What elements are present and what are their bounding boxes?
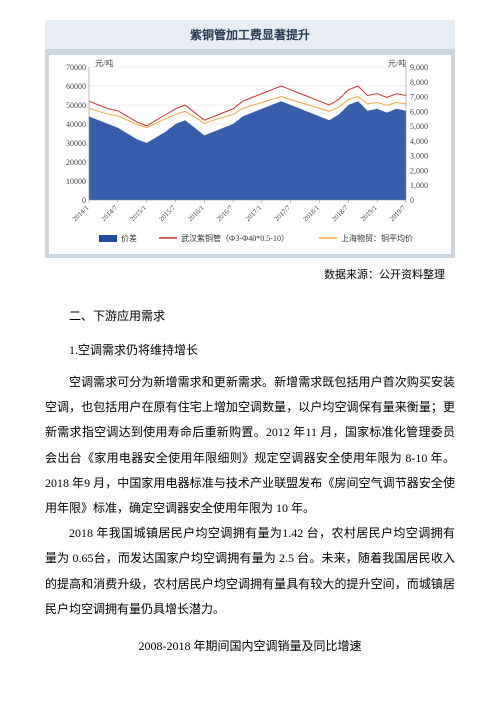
svg-text:2017/7: 2017/7 (273, 203, 293, 223)
svg-text:7,000: 7,000 (410, 93, 428, 102)
page: 紫铜管加工费显著提升 0 10000 20000 30000 40000 50000 600… (0, 0, 500, 698)
svg-text:0: 0 (410, 196, 414, 205)
svg-text:武汉紫铜管（Ф3-Ф40*0.5-10）: 武汉紫铜管（Ф3-Ф40*0.5-10） (181, 233, 289, 243)
chart-body: 010000200003000040000500006000070000元/吨0… (45, 49, 455, 258)
svg-text:5,000: 5,000 (410, 122, 428, 131)
chart-plot: 010000200003000040000500006000070000元/吨0… (49, 55, 451, 254)
paragraph: 空调需求可分为新增需求和更新需求。新增需求既包括用户首次购买安装空调，也包括用户… (45, 370, 455, 521)
svg-text:6,000: 6,000 (410, 107, 428, 116)
svg-text:30000: 30000 (66, 139, 86, 148)
svg-text:2019/7: 2019/7 (388, 203, 408, 223)
subsection-heading: 1.空调需求仍将维持增长 (45, 338, 455, 362)
svg-text:2017/1: 2017/1 (244, 203, 264, 223)
svg-text:40000: 40000 (66, 120, 86, 129)
svg-text:10000: 10000 (66, 177, 86, 186)
svg-text:元/吨: 元/吨 (95, 58, 113, 68)
svg-text:价差: 价差 (121, 233, 137, 243)
svg-text:2016/1: 2016/1 (186, 203, 206, 223)
svg-text:2015/7: 2015/7 (157, 203, 177, 223)
svg-text:2018/1: 2018/1 (302, 203, 322, 223)
svg-text:2018/7: 2018/7 (330, 203, 350, 223)
svg-text:2,000: 2,000 (410, 166, 428, 175)
svg-text:2014/7: 2014/7 (100, 203, 120, 223)
svg-text:8,000: 8,000 (410, 78, 428, 87)
chart-title: 紫铜管加工费显著提升 (45, 20, 455, 49)
svg-text:50000: 50000 (66, 101, 86, 110)
svg-text:3,000: 3,000 (410, 152, 428, 161)
svg-text:20000: 20000 (66, 158, 86, 167)
svg-text:上海物贸：铜平均价: 上海物贸：铜平均价 (341, 233, 413, 243)
section-heading: 二、下游应用需求 (45, 304, 455, 328)
paragraph: 2018 年我国城镇居民户均空调拥有量为1.42 台，农村居民户均空调拥有量为 … (45, 521, 455, 622)
svg-text:9,000: 9,000 (410, 63, 428, 72)
svg-text:60000: 60000 (66, 82, 86, 91)
svg-text:2015/1: 2015/1 (129, 203, 149, 223)
svg-text:70000: 70000 (66, 63, 86, 72)
data-source: 数据来源：公开资料整理 (45, 266, 455, 282)
svg-text:4,000: 4,000 (410, 137, 428, 146)
next-chart-caption: 2008-2018 年期间国内空调销量及同比增速 (45, 634, 455, 658)
svg-text:元/吨: 元/吨 (388, 58, 406, 68)
svg-text:2014/1: 2014/1 (71, 203, 91, 223)
chart-wrapper: 紫铜管加工费显著提升 0 10000 20000 30000 40000 50000 600… (45, 20, 455, 258)
svg-text:2019/1: 2019/1 (359, 203, 379, 223)
svg-text:2016/7: 2016/7 (215, 203, 235, 223)
svg-text:1,000: 1,000 (410, 181, 428, 190)
